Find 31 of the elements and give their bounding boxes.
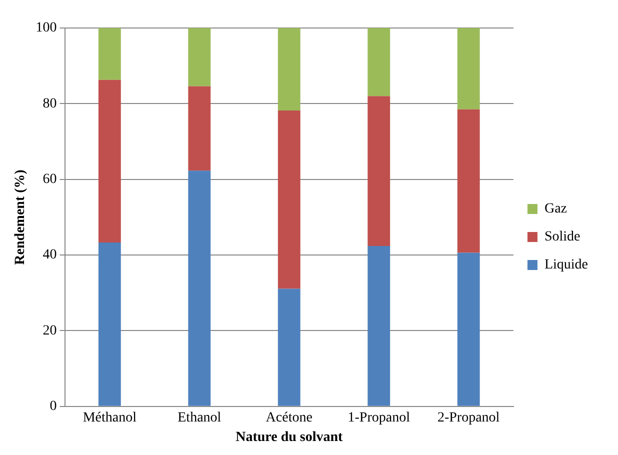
bar bbox=[457, 28, 480, 110]
bar bbox=[188, 28, 211, 86]
bar bbox=[368, 246, 390, 406]
bar bbox=[457, 252, 480, 406]
bar bbox=[188, 86, 211, 171]
y-tick-label: 80 bbox=[42, 96, 57, 112]
y-tick-label: 0 bbox=[50, 399, 57, 414]
bar bbox=[98, 80, 121, 243]
bar bbox=[368, 28, 390, 96]
y-tick-label: 40 bbox=[42, 248, 57, 263]
x-tick-label: 2-Propanol bbox=[437, 410, 500, 426]
legend-label: Liquide bbox=[544, 258, 588, 273]
bar bbox=[278, 28, 300, 110]
x-axis-title: Nature du solvant bbox=[236, 430, 344, 446]
bar bbox=[457, 109, 480, 253]
bar bbox=[188, 170, 211, 406]
y-tick-label: 20 bbox=[42, 323, 57, 338]
bar bbox=[98, 242, 121, 406]
legend-label: Gaz bbox=[544, 202, 567, 217]
bar bbox=[368, 96, 390, 246]
bar bbox=[278, 288, 300, 406]
x-tick-label: 1-Propanol bbox=[348, 410, 410, 426]
bar bbox=[278, 110, 300, 289]
bar bbox=[98, 28, 121, 80]
x-tick-label: Acétone bbox=[266, 410, 312, 426]
x-tick-label: Ethanol bbox=[178, 410, 222, 426]
legend-label: Solide bbox=[544, 230, 580, 245]
y-tick-label: 100 bbox=[36, 20, 57, 36]
x-tick-label: Méthanol bbox=[82, 410, 137, 426]
y-tick-label: 60 bbox=[42, 172, 57, 188]
y-axis-title: Rendement (%) bbox=[13, 169, 28, 265]
